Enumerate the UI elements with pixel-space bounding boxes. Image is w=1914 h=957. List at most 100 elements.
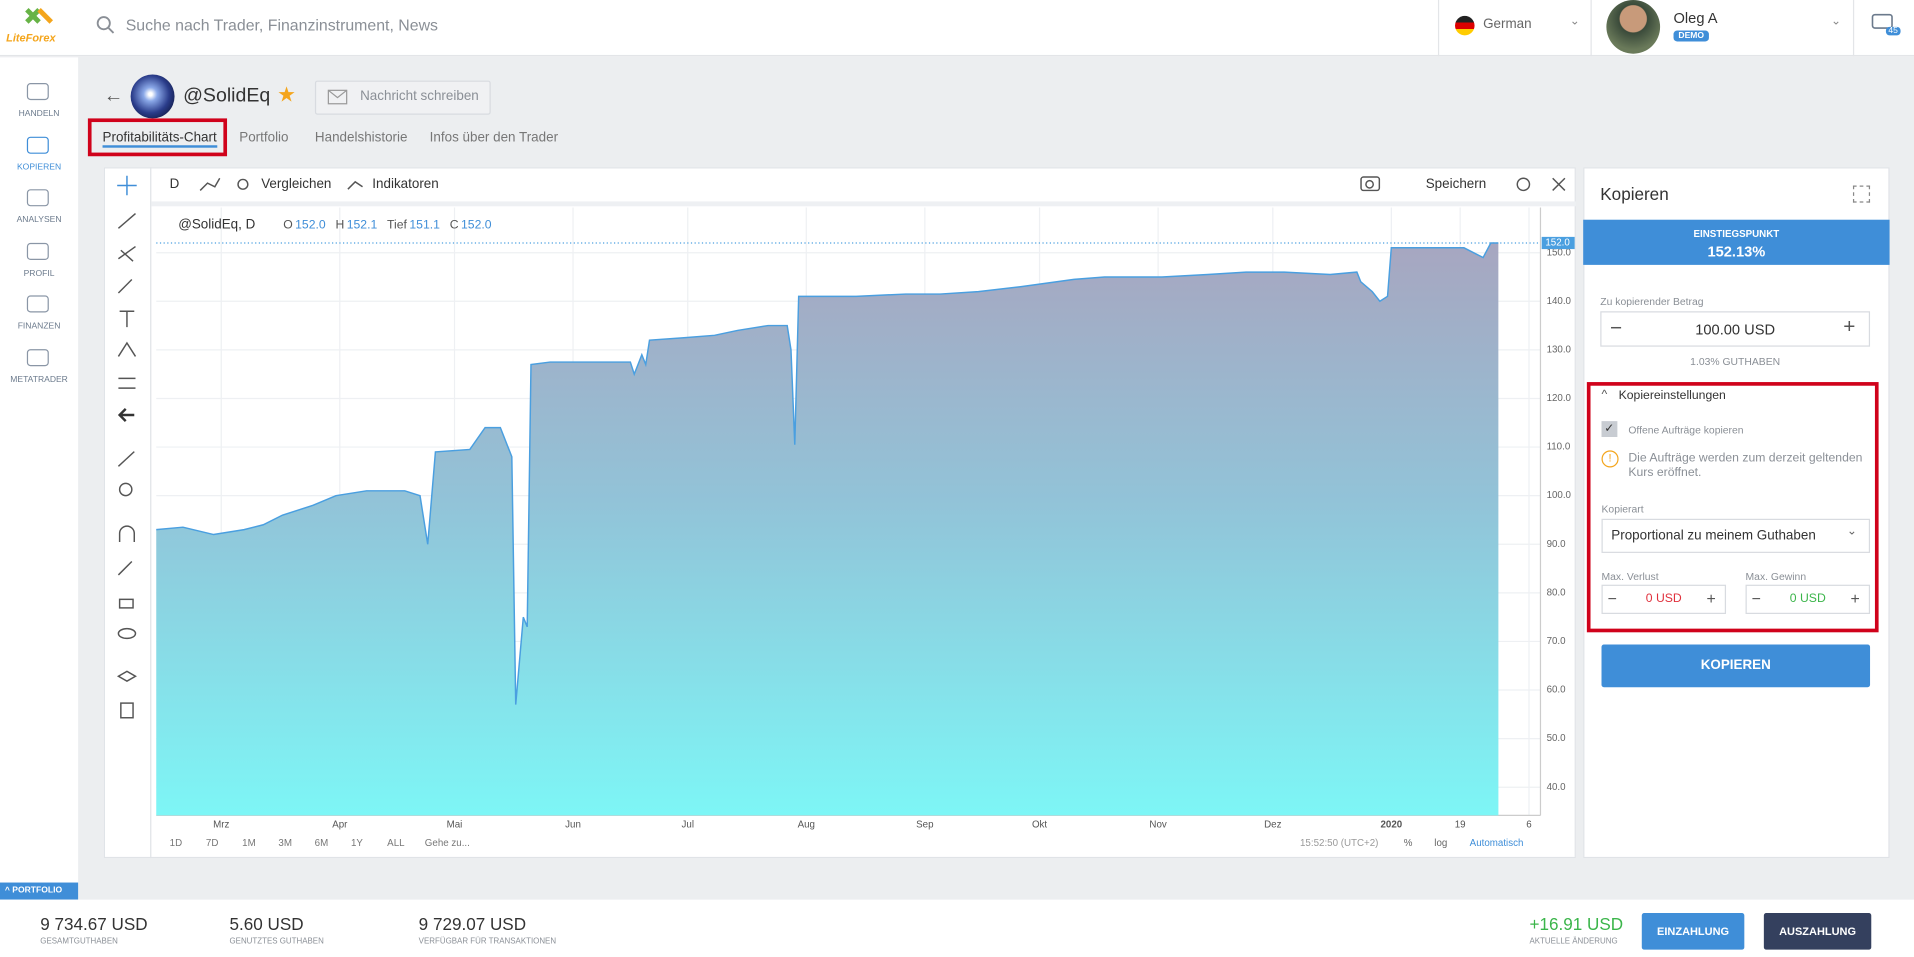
- portfolio-tab[interactable]: ^ PORTFOLIO: [0, 882, 79, 900]
- interval-button[interactable]: D: [169, 176, 180, 192]
- auto-toggle[interactable]: Automatisch: [1469, 837, 1524, 849]
- back-arrow[interactable]: ←: [103, 85, 124, 107]
- max-loss-input[interactable]: [1601, 584, 1727, 614]
- x-tick-label: Apr: [332, 820, 348, 831]
- collapse-caret[interactable]: ^: [1601, 388, 1608, 402]
- deposit-button[interactable]: EINZAHLUNG: [1641, 913, 1745, 950]
- sidebar-icon[interactable]: [26, 189, 49, 207]
- ohlc-value: 152.0: [295, 218, 326, 232]
- minus-button[interactable]: −: [1610, 316, 1623, 340]
- sidebar-item[interactable]: ANALYSEN: [16, 216, 62, 225]
- checkbox[interactable]: ✓: [1601, 421, 1618, 437]
- chat-icon[interactable]: [1871, 13, 1898, 35]
- compare-button[interactable]: Vergleichen: [261, 176, 332, 192]
- stat-label: VERFÜGBAR FÜR TRANSAKTIONEN: [418, 937, 557, 947]
- caret: ^: [4, 886, 13, 895]
- message-button[interactable]: [314, 80, 491, 115]
- toolbar-separator: [151, 201, 1576, 207]
- tab[interactable]: Handelshistorie: [314, 130, 408, 146]
- tab[interactable]: Profitabilitäts-Chart: [102, 131, 217, 148]
- y-tick-label: 150.0: [1547, 247, 1572, 258]
- ohlc-value: 152.1: [346, 218, 378, 232]
- stat-value: 9 734.67 USD: [40, 914, 148, 934]
- sidebar-icon[interactable]: [26, 136, 49, 154]
- sidebar-item[interactable]: KOPIEREN: [16, 162, 62, 172]
- favorite-star[interactable]: ★: [277, 83, 296, 107]
- sidebar-icon[interactable]: [26, 83, 49, 101]
- range-button[interactable]: ALL: [387, 837, 405, 849]
- range-button[interactable]: 3M: [278, 837, 293, 849]
- sidebar-item[interactable]: METATRADER: [10, 375, 68, 384]
- y-tick-label: 140.0: [1547, 296, 1572, 307]
- y-tick-label: 40.0: [1547, 782, 1567, 793]
- ohlc-legend: O 152.0 H 152.1 Tief 151.1 C 152.0: [283, 218, 501, 231]
- plus-button[interactable]: +: [1843, 314, 1856, 339]
- ohlc-name: C: [449, 218, 459, 232]
- clock: 15:52:50 (UTC+2): [1300, 837, 1379, 849]
- sidebar-icon[interactable]: [26, 348, 49, 366]
- log-toggle[interactable]: log: [1434, 837, 1448, 849]
- user-avatar[interactable]: [1606, 0, 1661, 54]
- stat-value: 9 729.07 USD: [418, 914, 527, 934]
- flag: [1455, 15, 1475, 36]
- tab[interactable]: Infos über den Trader: [429, 130, 559, 146]
- indicators-button[interactable]: Indikatoren: [372, 176, 439, 192]
- sidebar-item[interactable]: PROFIL: [23, 269, 55, 278]
- sidebar-icon[interactable]: [26, 242, 49, 260]
- x-tick-label: Sep: [916, 820, 934, 831]
- message-button-label: Nachricht schreiben: [360, 89, 479, 104]
- ohlc-name: O: [283, 218, 293, 232]
- logo-icon: [25, 8, 53, 24]
- trader-avatar: [130, 74, 175, 119]
- change-value: +16.91 USD: [1529, 914, 1624, 934]
- plus-button[interactable]: +: [1706, 589, 1716, 608]
- sidebar-icon[interactable]: [26, 295, 49, 313]
- copy-type-select[interactable]: [1601, 518, 1871, 553]
- save-button[interactable]: Speichern: [1425, 176, 1487, 192]
- max-profit-value: 0 USD: [1789, 592, 1826, 606]
- sidebar-item[interactable]: HANDELN: [18, 109, 60, 119]
- y-tick-label: 100.0: [1547, 490, 1572, 501]
- amount-value: 100.00 USD: [1695, 321, 1776, 339]
- message-badge: 45: [1885, 26, 1901, 36]
- percent-toggle[interactable]: %: [1403, 837, 1413, 849]
- separator: [1590, 0, 1592, 57]
- goto-button[interactable]: Gehe zu...: [424, 837, 470, 849]
- x-tick-label: Mrz: [213, 820, 229, 831]
- last-price-box: [1541, 236, 1575, 250]
- last-price-label: 152.0: [1545, 238, 1570, 249]
- mail-icon: [327, 89, 348, 105]
- sidebar: [0, 57, 79, 900]
- amount-label: Zu kopierender Betrag: [1600, 295, 1704, 308]
- entry-label: EINSTIEGSPUNKT: [1693, 228, 1780, 240]
- range-button[interactable]: 6M: [314, 837, 329, 849]
- expand-icon[interactable]: [1852, 185, 1871, 203]
- copy-button[interactable]: KOPIEREN: [1601, 644, 1871, 688]
- plus-button[interactable]: +: [1850, 589, 1860, 608]
- logo-text: LiteForex: [6, 31, 56, 44]
- range-button[interactable]: 7D: [205, 837, 219, 849]
- ohlc-value: 151.1: [409, 218, 440, 232]
- tab[interactable]: Portfolio: [239, 130, 289, 146]
- ohlc-value: 152.0: [460, 218, 492, 232]
- minus-button[interactable]: −: [1607, 589, 1617, 608]
- range-button[interactable]: 1D: [169, 837, 183, 849]
- range-button[interactable]: 1Y: [350, 837, 363, 849]
- top-bar: [0, 0, 1914, 57]
- sidebar-item[interactable]: FINANZEN: [17, 322, 61, 331]
- language-select[interactable]: German: [1483, 17, 1532, 32]
- search-icon: [96, 16, 115, 34]
- copy-type-label: Kopierart: [1601, 502, 1644, 516]
- separator: [1852, 0, 1855, 57]
- stat-label: GENUTZTES GUTHABEN: [229, 937, 324, 947]
- max-loss-label: Max. Verlust: [1601, 570, 1659, 583]
- range-button[interactable]: 1M: [242, 837, 256, 849]
- search-input[interactable]: Suche nach Trader, Finanzinstrument, New…: [125, 15, 438, 35]
- amount-input[interactable]: [1600, 311, 1871, 347]
- settings-title: Kopiereinstellungen: [1618, 389, 1726, 403]
- demo-badge: DEMO: [1673, 30, 1709, 42]
- withdraw-button[interactable]: AUSZAHLUNG: [1763, 913, 1872, 950]
- minus-button[interactable]: −: [1751, 589, 1761, 608]
- max-profit-input[interactable]: [1745, 584, 1871, 614]
